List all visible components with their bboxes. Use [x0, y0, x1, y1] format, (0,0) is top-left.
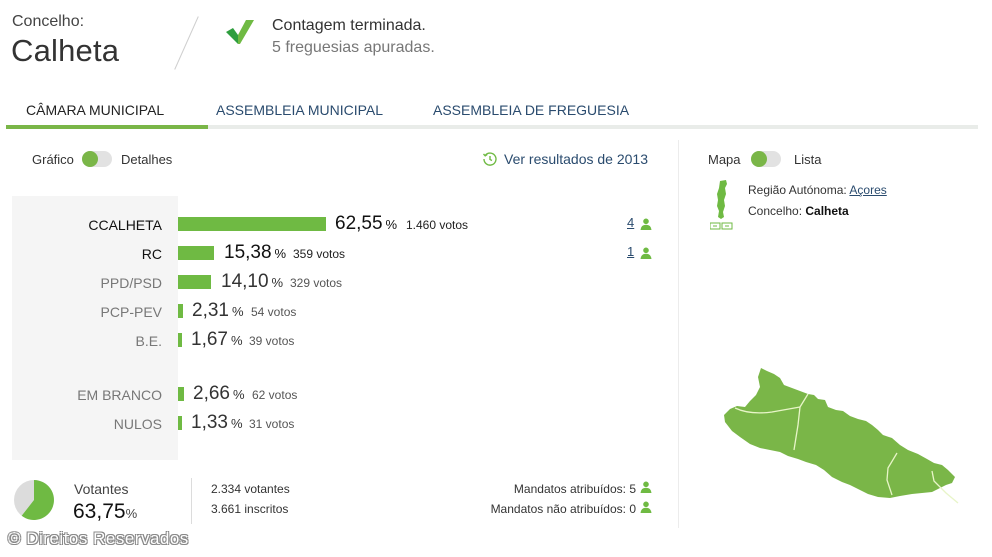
person-icon — [640, 481, 652, 493]
other-votes-label: NULOS — [113, 416, 162, 432]
result-votes: 1.460 votos — [406, 218, 469, 232]
result-percent: 1,33% — [191, 412, 243, 433]
other-votes-row: NULOS 1,33% 31 votos — [0, 412, 660, 434]
portugal-mini-map-icon[interactable] — [710, 180, 736, 232]
toggle-label-detalhes: Detalhes — [121, 152, 173, 167]
result-votes: 329 votos — [290, 276, 343, 290]
region-link-acores[interactable]: Açores — [849, 183, 887, 197]
result-percent: 2,31% — [192, 300, 244, 321]
other-votes-label: EM BRANCO — [77, 387, 162, 403]
election-tabs: CÂMARA MUNICIPAL ASSEMBLEIA MUNICIPAL AS… — [6, 100, 978, 130]
tab-assembleia-municipal[interactable]: ASSEMBLEIA MUNICIPAL — [216, 102, 384, 118]
party-label-panel — [12, 196, 178, 460]
toggle-label-lista: Lista — [794, 152, 822, 167]
party-name: B.E. — [135, 333, 162, 349]
result-bar — [178, 416, 182, 430]
concelho-name: Calheta — [11, 33, 120, 68]
party-name: RC — [141, 246, 162, 262]
mandates-assigned: Mandatos atribuídos: 5 — [513, 482, 636, 496]
result-bar — [178, 217, 326, 231]
result-bar — [178, 333, 182, 347]
party-name: CCALHETA — [88, 217, 162, 233]
concelho-info: Concelho: Calheta — [748, 204, 849, 218]
turnout-percent: 63,75% — [73, 500, 138, 523]
party-name: PCP-PEV — [100, 304, 162, 320]
tab-camara-municipal[interactable]: CÂMARA MUNICIPAL — [26, 102, 165, 118]
status-title: Contagem terminada. — [272, 17, 426, 34]
column-divider — [678, 140, 679, 528]
seats-link[interactable]: 1 — [627, 244, 635, 259]
other-votes-row: EM BRANCO 2,66% 62 votos — [0, 383, 660, 405]
result-percent: 1,67% — [191, 329, 243, 350]
history-link-label: Ver resultados de 2013 — [504, 151, 648, 167]
result-votes: 31 votos — [249, 417, 295, 431]
result-row: RC 15,38% 359 votos 1 — [0, 242, 660, 264]
registered-count: 3.661 inscritos — [211, 502, 289, 516]
person-icon — [640, 247, 652, 259]
toggle-label-grafico: Gráfico — [32, 152, 74, 167]
voters-count: 2.334 votantes — [211, 482, 290, 496]
turnout-label: Votantes — [74, 481, 129, 497]
result-votes: 359 votos — [293, 247, 346, 261]
result-bar — [178, 387, 184, 401]
result-votes: 54 votos — [251, 305, 297, 319]
seats-link[interactable]: 4 — [627, 215, 635, 230]
mandates-unassigned: Mandatos não atribuídos: 0 — [490, 502, 636, 516]
turnout-pie-icon — [14, 480, 54, 520]
result-votes: 39 votos — [249, 334, 295, 348]
result-row: B.E. 1,67% 39 votos — [0, 329, 660, 351]
active-tab-indicator — [6, 125, 208, 129]
header-divider — [174, 16, 199, 70]
copyright-watermark: © Direitos Reservados — [8, 529, 189, 548]
toggle-label-mapa: Mapa — [708, 152, 741, 167]
tab-rail — [6, 125, 978, 129]
person-icon — [640, 501, 652, 513]
result-percent: 14,10% — [221, 271, 284, 292]
toggle-knob — [751, 151, 767, 167]
result-percent: 2,66% — [193, 383, 245, 404]
toggle-knob — [82, 151, 98, 167]
grafico-detalhes-toggle[interactable] — [82, 151, 112, 167]
result-row: PCP-PEV 2,31% 54 votos — [0, 300, 660, 322]
mapa-lista-toggle[interactable] — [751, 151, 781, 167]
person-icon — [640, 218, 652, 230]
region-info: Região Autónoma: Açores — [748, 183, 887, 197]
concelho-label: Concelho: — [12, 13, 85, 30]
map-freguesia[interactable] — [724, 368, 955, 498]
stats-divider — [191, 478, 192, 524]
status-subtitle: 5 freguesias apuradas. — [272, 39, 435, 56]
result-percent: 62,55% — [335, 213, 398, 234]
history-icon — [482, 152, 497, 166]
check-icon — [226, 20, 254, 44]
result-bar — [178, 246, 214, 260]
result-bar — [178, 304, 183, 318]
result-votes: 62 votos — [252, 388, 298, 402]
result-row: CCALHETA 62,55% 1.460 votos 4 — [0, 213, 660, 235]
calheta-map[interactable] — [720, 365, 965, 505]
party-name: PPD/PSD — [100, 275, 162, 291]
tab-assembleia-freguesia[interactable]: ASSEMBLEIA DE FREGUESIA — [433, 102, 630, 118]
result-row: PPD/PSD 14,10% 329 votos — [0, 271, 660, 293]
result-percent: 15,38% — [224, 242, 287, 263]
history-link[interactable]: Ver resultados de 2013 — [482, 151, 648, 167]
result-bar — [178, 275, 211, 289]
